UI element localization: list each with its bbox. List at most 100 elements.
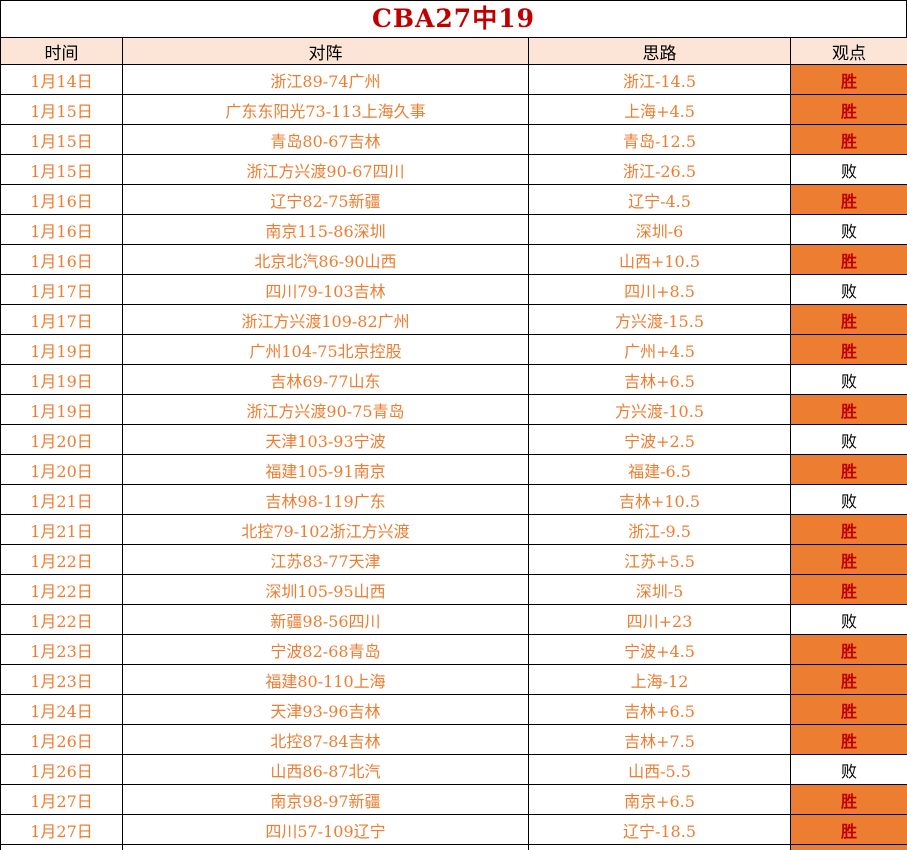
table-row: 1月21日 吉林98-119广东 吉林+10.5 败	[0, 484, 907, 515]
result-cell: 胜	[790, 244, 907, 275]
line-cell: 吉林+7.5	[528, 724, 791, 755]
match-cell: 山西86-87北汽	[122, 754, 529, 785]
date-cell: 1月17日	[0, 274, 123, 305]
result-cell: 败	[790, 754, 907, 785]
line-cell: 吉林+6.5	[528, 694, 791, 725]
table-row: 1月22日 新疆98-56四川 四川+23 败	[0, 604, 907, 635]
table-row: 1月27日 四川57-109辽宁 辽宁-18.5 胜	[0, 814, 907, 845]
date-cell: 1月20日	[0, 454, 123, 485]
result-cell: 胜	[790, 844, 907, 850]
table-row: 1月15日 浙江方兴渡90-67四川 浙江-26.5 败	[0, 154, 907, 185]
table-row: 1月15日 广东东阳光73-113上海久事 上海+4.5 胜	[0, 94, 907, 125]
match-cell: 福建105-91南京	[122, 454, 529, 485]
match-cell: 上海95-78广州	[122, 844, 529, 850]
line-cell: 辽宁-18.5	[528, 814, 791, 845]
result-cell: 胜	[790, 574, 907, 605]
date-cell: 1月16日	[0, 244, 123, 275]
date-cell: 1月19日	[0, 364, 123, 395]
date-cell: 1月20日	[0, 424, 123, 455]
result-cell: 胜	[790, 784, 907, 815]
table-row: 1月14日 浙江89-74广州 浙江-14.5 胜	[0, 64, 907, 95]
table-row: 1月26日 山西86-87北汽 山西-5.5 败	[0, 754, 907, 785]
match-cell: 浙江89-74广州	[122, 64, 529, 95]
date-cell: 1月22日	[0, 544, 123, 575]
line-cell: 辽宁-4.5	[528, 184, 791, 215]
result-cell: 败	[790, 364, 907, 395]
match-cell: 南京115-86深圳	[122, 214, 529, 245]
match-cell: 四川79-103吉林	[122, 274, 529, 305]
result-cell: 败	[790, 484, 907, 515]
table-row: 1月15日 青岛80-67吉林 青岛-12.5 胜	[0, 124, 907, 155]
date-cell: 1月15日	[0, 154, 123, 185]
date-cell: 1月22日	[0, 604, 123, 635]
line-cell: 山西-5.5	[528, 754, 791, 785]
date-cell: 1月16日	[0, 184, 123, 215]
result-cell: 胜	[790, 544, 907, 575]
table-row: 1月27日上海95-78广州上海-14.5胜	[0, 844, 907, 850]
date-cell: 1月21日	[0, 484, 123, 515]
result-cell: 败	[790, 274, 907, 305]
table-row: 1月19日 广州104-75北京控股 广州+4.5 胜	[0, 334, 907, 365]
line-cell: 宁波+4.5	[528, 634, 791, 665]
match-cell: 吉林98-119广东	[122, 484, 529, 515]
header-cell-time: 时间	[0, 37, 123, 65]
match-cell: 天津103-93宁波	[122, 424, 529, 455]
date-cell: 1月15日	[0, 124, 123, 155]
date-cell: 1月19日	[0, 394, 123, 425]
date-cell: 1月26日	[0, 754, 123, 785]
date-cell: 1月27日	[0, 814, 123, 845]
table-row: 1月19日 浙江方兴渡90-75青岛 方兴渡-10.5 胜	[0, 394, 907, 425]
table-row: 1月22日 江苏83-77天津 江苏+5.5 胜	[0, 544, 907, 575]
table-row: 1月21日 北控79-102浙江方兴渡 浙江-9.5 胜	[0, 514, 907, 545]
result-cell: 胜	[790, 814, 907, 845]
result-cell: 败	[790, 424, 907, 455]
line-cell: 吉林+10.5	[528, 484, 791, 515]
match-cell: 新疆98-56四川	[122, 604, 529, 635]
match-cell: 福建80-110上海	[122, 664, 529, 695]
table-row: 1月20日 天津103-93宁波 宁波+2.5 败	[0, 424, 907, 455]
match-cell: 广东东阳光73-113上海久事	[122, 94, 529, 125]
result-cell: 胜	[790, 664, 907, 695]
result-cell: 胜	[790, 64, 907, 95]
result-cell: 胜	[790, 184, 907, 215]
match-cell: 深圳105-95山西	[122, 574, 529, 605]
result-cell: 败	[790, 604, 907, 635]
header-cell-matchup: 对阵	[122, 37, 529, 65]
match-cell: 北控79-102浙江方兴渡	[122, 514, 529, 545]
line-cell: 上海-14.5	[528, 844, 791, 850]
table-row: 1月23日 福建80-110上海 上海-12 胜	[0, 664, 907, 695]
result-cell: 胜	[790, 304, 907, 335]
match-cell: 江苏83-77天津	[122, 544, 529, 575]
result-cell: 胜	[790, 514, 907, 545]
result-cell: 胜	[790, 454, 907, 485]
line-cell: 上海-12	[528, 664, 791, 695]
line-cell: 深圳-5	[528, 574, 791, 605]
date-cell: 1月17日	[0, 304, 123, 335]
table-row: 1月26日 北控87-84吉林 吉林+7.5 胜	[0, 724, 907, 755]
table-row: 1月23日 宁波82-68青岛 宁波+4.5 胜	[0, 634, 907, 665]
line-cell: 吉林+6.5	[528, 364, 791, 395]
result-cell: 败	[790, 214, 907, 245]
line-cell: 广州+4.5	[528, 334, 791, 365]
date-cell: 1月27日	[0, 784, 123, 815]
table-row: 1月17日 四川79-103吉林 四川+8.5 败	[0, 274, 907, 305]
table-row: 1月24日 天津93-96吉林 吉林+6.5 胜	[0, 694, 907, 725]
match-cell: 辽宁82-75新疆	[122, 184, 529, 215]
line-cell: 青岛-12.5	[528, 124, 791, 155]
match-cell: 广州104-75北京控股	[122, 334, 529, 365]
line-cell: 四川+23	[528, 604, 791, 635]
date-cell: 1月23日	[0, 634, 123, 665]
header-cell-line: 思路	[528, 37, 791, 65]
match-cell: 四川57-109辽宁	[122, 814, 529, 845]
line-cell: 深圳-6	[528, 214, 791, 245]
date-cell: 1月22日	[0, 574, 123, 605]
match-cell: 青岛80-67吉林	[122, 124, 529, 155]
match-cell: 浙江方兴渡90-67四川	[122, 154, 529, 185]
table-row: 1月27日 南京98-97新疆 南京+6.5 胜	[0, 784, 907, 815]
table-row: 1月20日 福建105-91南京 福建-6.5 胜	[0, 454, 907, 485]
result-cell: 胜	[790, 124, 907, 155]
match-cell: 天津93-96吉林	[122, 694, 529, 725]
result-cell: 胜	[790, 94, 907, 125]
date-cell: 1月24日	[0, 694, 123, 725]
